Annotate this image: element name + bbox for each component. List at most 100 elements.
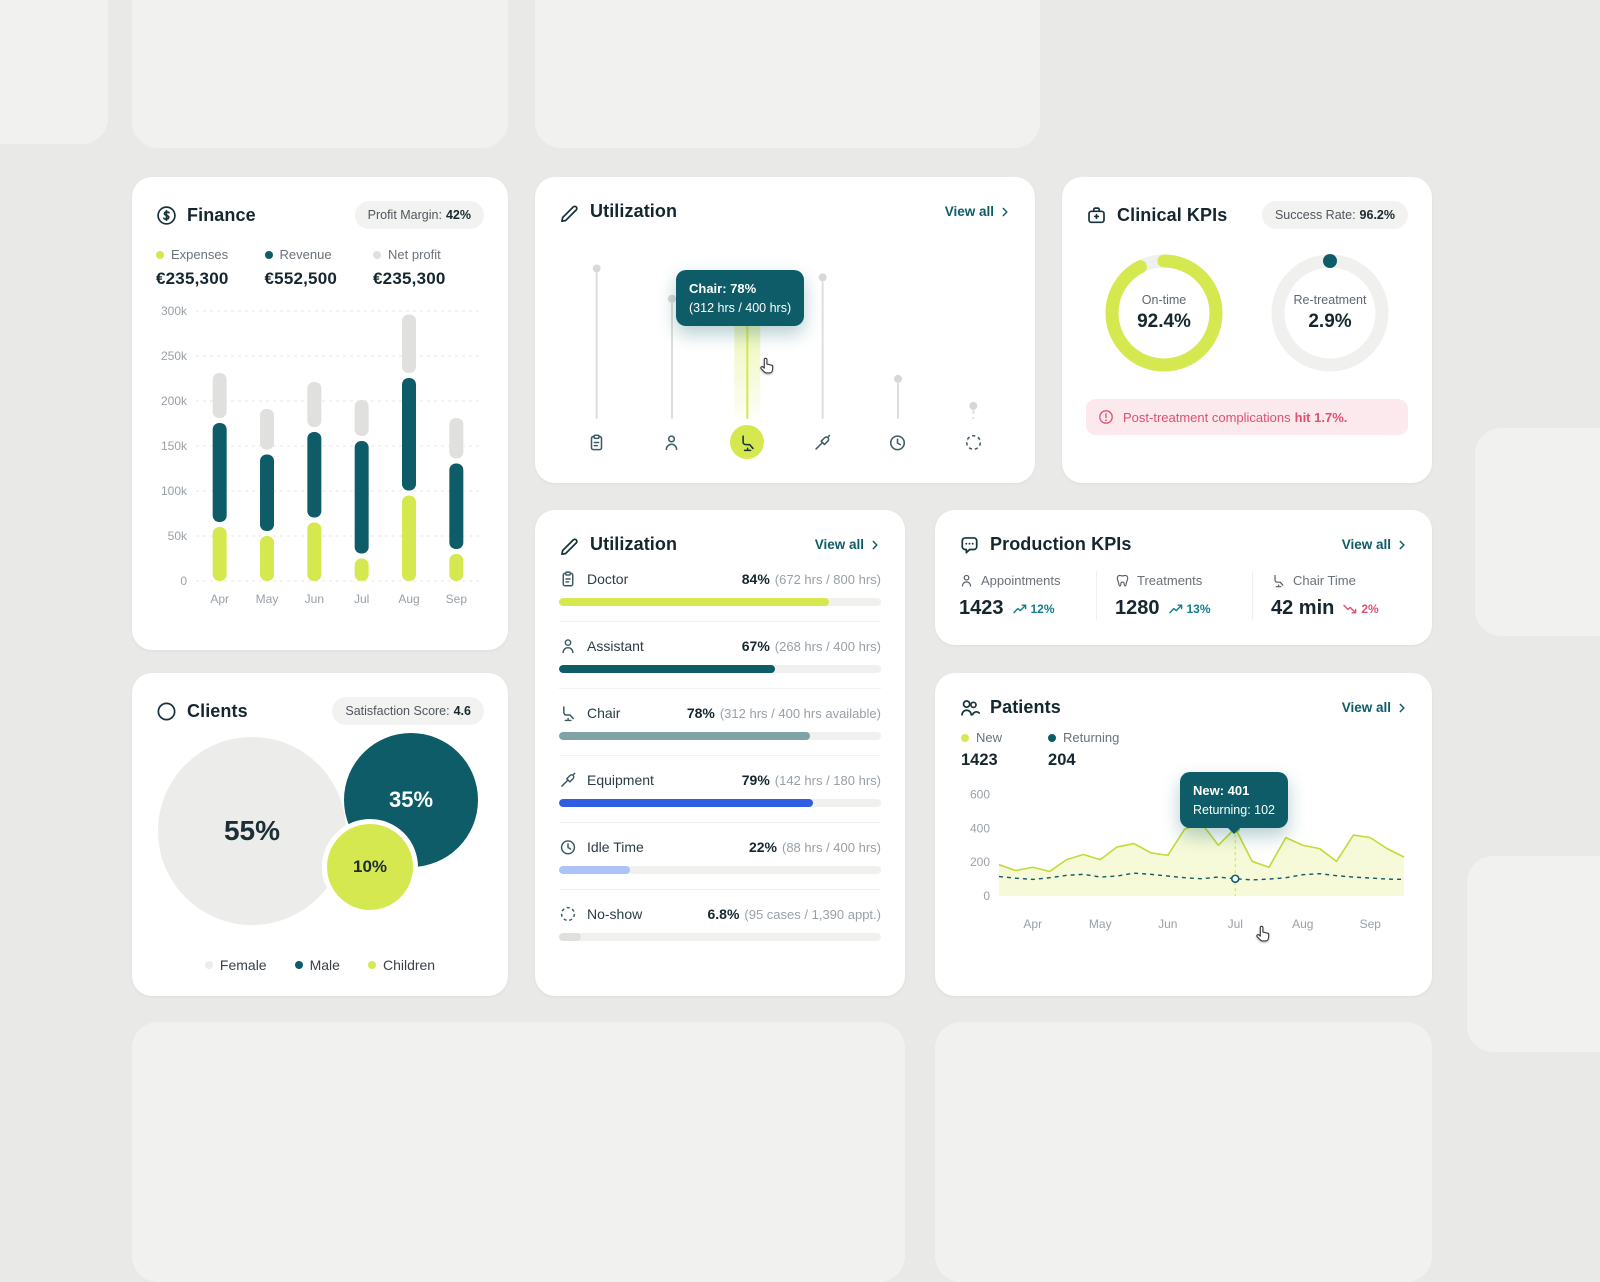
legend-dot [204, 961, 213, 969]
stat-chair-time: Chair Time 42 min 2% [1252, 571, 1408, 620]
view-all-link[interactable]: View all [1342, 700, 1408, 715]
progress-fill [559, 866, 630, 874]
svg-text:0: 0 [983, 889, 990, 903]
svg-text:250k: 250k [161, 349, 188, 363]
utilization-tab-chair[interactable] [710, 424, 785, 460]
decor-card [0, 0, 108, 144]
utilization-tab-assistant[interactable] [634, 424, 709, 460]
trend-badge: 12% [1012, 601, 1055, 616]
svg-text:Jun: Jun [1158, 917, 1177, 931]
stat-value: 1280 [1115, 597, 1160, 619]
person-icon [559, 637, 577, 655]
chair-highlight-circle [730, 425, 765, 459]
trend-up-icon [1168, 604, 1183, 614]
legend-dot [1048, 733, 1057, 742]
trend-badge: 13% [1168, 601, 1211, 616]
clock-icon [559, 838, 577, 856]
view-all-link[interactable]: View all [815, 537, 881, 552]
divider [559, 688, 881, 689]
progress-fill [559, 933, 581, 941]
row-detail: (268 hrs / 400 hrs) [774, 639, 881, 654]
legend-label: Returning [1063, 730, 1120, 745]
patients-stat-new: New 1423 [961, 730, 1002, 770]
svg-text:200k: 200k [161, 394, 188, 408]
divider [559, 889, 881, 890]
badge-value: 96.2% [1359, 208, 1395, 222]
page-title-production-kpis: Production KPIs [990, 534, 1132, 554]
dashed-circle-icon [559, 905, 577, 923]
person-icon [959, 573, 974, 588]
finance-bar-chart[interactable]: 300k 250k 200k 150k 100k 50k 0 Apr May Jun Jul Aug S… [156, 301, 484, 613]
divider [559, 621, 881, 622]
patients-legend: New 1423 Returning 204 [959, 730, 1408, 770]
trend-value: 12% [1030, 601, 1055, 616]
satisfaction-badge: Satisfaction Score: 4.6 [332, 697, 484, 725]
badge-label: Success Rate: [1274, 208, 1356, 222]
decor-card [1475, 428, 1600, 636]
svg-text:May: May [256, 592, 279, 606]
donut-label: Re-treatment [1293, 293, 1367, 307]
finance-stat-expenses: Expenses €235,300 [156, 247, 229, 289]
patients-chart-area: 600 400 200 0 Apr May Jun Jul Aug Sep New: 401 Re… [959, 772, 1408, 942]
row-pct: 6.8% [707, 906, 740, 922]
chair-icon [1271, 573, 1286, 588]
re-treatment-donut[interactable]: Re-treatment 2.9% [1260, 243, 1400, 383]
utilization-tab-equipment[interactable] [785, 424, 860, 460]
decor-card [132, 0, 508, 148]
bubble-children[interactable]: 10% [322, 819, 418, 915]
view-all-link[interactable]: View all [1342, 537, 1408, 552]
alert-circle-icon [1098, 409, 1114, 425]
medical-case-icon [1086, 205, 1107, 226]
view-all-label: View all [944, 204, 994, 219]
svg-text:Aug: Aug [398, 592, 419, 606]
tooltip-line2: Returning: 102 [1193, 802, 1276, 817]
on-time-donut[interactable]: On-time 92.4% [1094, 243, 1234, 383]
trend-up-icon [1012, 604, 1027, 614]
view-all-link[interactable]: View all [945, 204, 1011, 219]
row-label: Doctor [587, 571, 629, 587]
legend-dot [373, 250, 382, 259]
utilization-overview-card: Utilization View all Chair: 78% (312 hrs… [535, 177, 1035, 483]
legend-dot [156, 250, 164, 259]
legend-label: Children [382, 957, 436, 973]
utilization-tab-noshow[interactable] [936, 424, 1011, 460]
success-rate-badge: Success Rate: 96.2% [1261, 201, 1408, 229]
legend-dot [367, 961, 376, 969]
bubble-value: 55% [223, 815, 281, 846]
bubble-female[interactable]: 55% [158, 737, 346, 925]
clients-card: Clients Satisfaction Score: 4.6 55% 35% 1… [132, 673, 508, 996]
clients-legend: Female Male Children [156, 957, 484, 973]
utilization-tab-idle[interactable] [860, 424, 935, 460]
donut-value: 2.9% [1308, 311, 1352, 332]
profit-margin-badge: Profit Margin: 42% [354, 201, 484, 229]
stat-value: 204 [1048, 751, 1076, 769]
page-title-utilization-detail: Utilization [590, 534, 678, 554]
chair-icon [738, 433, 757, 452]
badge-value: 42% [445, 208, 471, 222]
bubble-value: 10% [352, 857, 388, 876]
clients-bubble-chart[interactable]: 55% 35% 10% [156, 733, 484, 943]
page-title-patients: Patients [990, 697, 1061, 717]
row-label: Assistant [587, 638, 644, 654]
circle-icon [156, 701, 177, 722]
legend-dot [264, 250, 273, 259]
dollar-circle-icon [156, 205, 177, 226]
page-title-clients: Clients [187, 700, 248, 721]
tooth-icon [1115, 573, 1130, 588]
drill-icon [813, 433, 832, 452]
svg-text:150k: 150k [161, 439, 188, 453]
utilization-tab-doctor[interactable] [559, 424, 634, 460]
trend-value: 13% [1186, 601, 1211, 616]
progress-track [559, 598, 881, 606]
stat-treatments: Treatments 1280 13% [1096, 571, 1252, 620]
drill-icon [559, 771, 577, 789]
pen-icon [559, 534, 580, 555]
progress-fill [559, 732, 811, 740]
svg-text:300k: 300k [161, 304, 188, 318]
utilization-detail-card: Utilization View all Doctor 84% (672 hrs /… [535, 510, 905, 996]
progress-track [559, 665, 881, 673]
people-icon [959, 697, 980, 718]
alert-text: Post-treatment complications hit 1.7%. [1123, 410, 1347, 425]
svg-text:Aug: Aug [1292, 917, 1313, 931]
progress-track [559, 732, 881, 740]
